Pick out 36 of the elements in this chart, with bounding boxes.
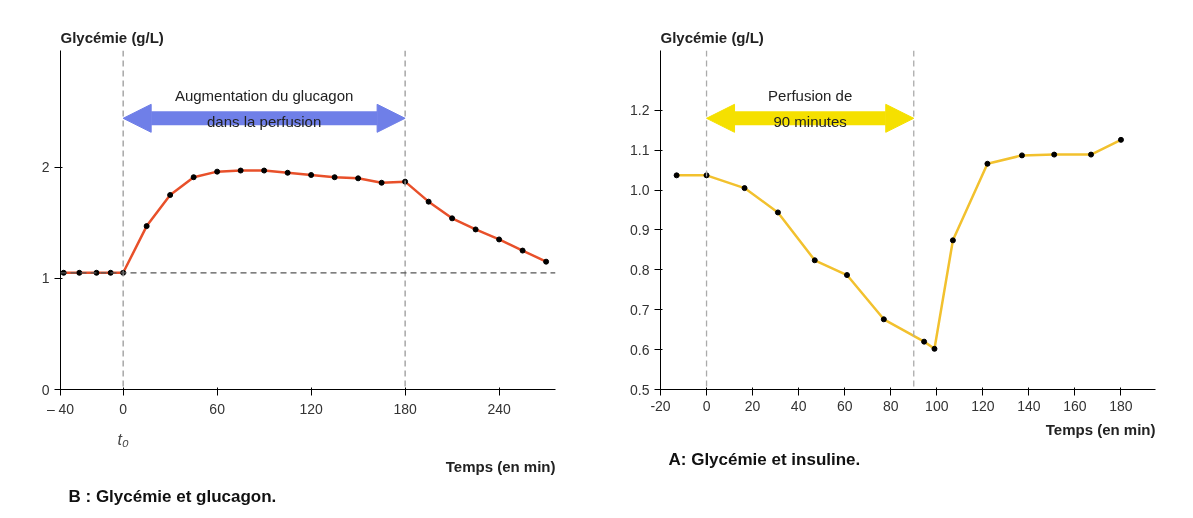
y-tick-label: 1.1 (630, 142, 650, 159)
x-tick-label: 160 (1063, 397, 1087, 414)
y-axis-title: Glycémie (g/L) (660, 28, 764, 46)
y-tick-label: 0.6 (630, 341, 650, 358)
text: B : Glycémie et glucagon. (68, 486, 277, 506)
text: A: Glycémie et insuline. (668, 449, 861, 469)
y-tick-label: 0.9 (630, 221, 650, 238)
x-tick-label: 140 (1017, 397, 1041, 414)
x-tick-label: 60 (209, 400, 226, 417)
x-tick-label: – 40 (46, 400, 75, 417)
x-tick-label: -20 (650, 397, 671, 414)
y-tick-label: 1.2 (630, 102, 650, 119)
x-axis-title: Temps (en min) (445, 457, 556, 475)
x-tick-label: 20 (744, 397, 761, 414)
x-tick-label: 240 (487, 400, 511, 417)
x-axis-title: Temps (en min) (1045, 420, 1156, 438)
x-tick-label: 180 (1109, 397, 1133, 414)
y-tick-label: 0.7 (630, 301, 650, 318)
x-tick-label: 100 (925, 397, 949, 414)
y-tick-label: 2 (41, 159, 50, 176)
x-tick-label: 0 (702, 397, 711, 414)
x-tick-label: 40 (790, 397, 807, 414)
annotation: Augmentation du glucagon dans la perfusion (174, 87, 354, 130)
y-tick-label: 1 (41, 270, 50, 287)
x-tick-label: 80 (882, 397, 899, 414)
x-tick-label: 60 (836, 397, 853, 414)
y-axis-title: Glycémie (g/L) (60, 28, 164, 46)
y-tick-label: 0.5 (630, 381, 650, 398)
x-tick-label: 120 (299, 400, 324, 417)
y-tick-label: 1.0 (630, 182, 650, 199)
y-tick-label: 0 (41, 381, 50, 398)
x-tick-label: 0 (119, 400, 128, 417)
text: t₀ (117, 430, 130, 448)
x-tick-label: 180 (393, 400, 418, 417)
x-tick-label: 120 (971, 397, 995, 414)
y-tick-label: 0.8 (630, 261, 650, 278)
